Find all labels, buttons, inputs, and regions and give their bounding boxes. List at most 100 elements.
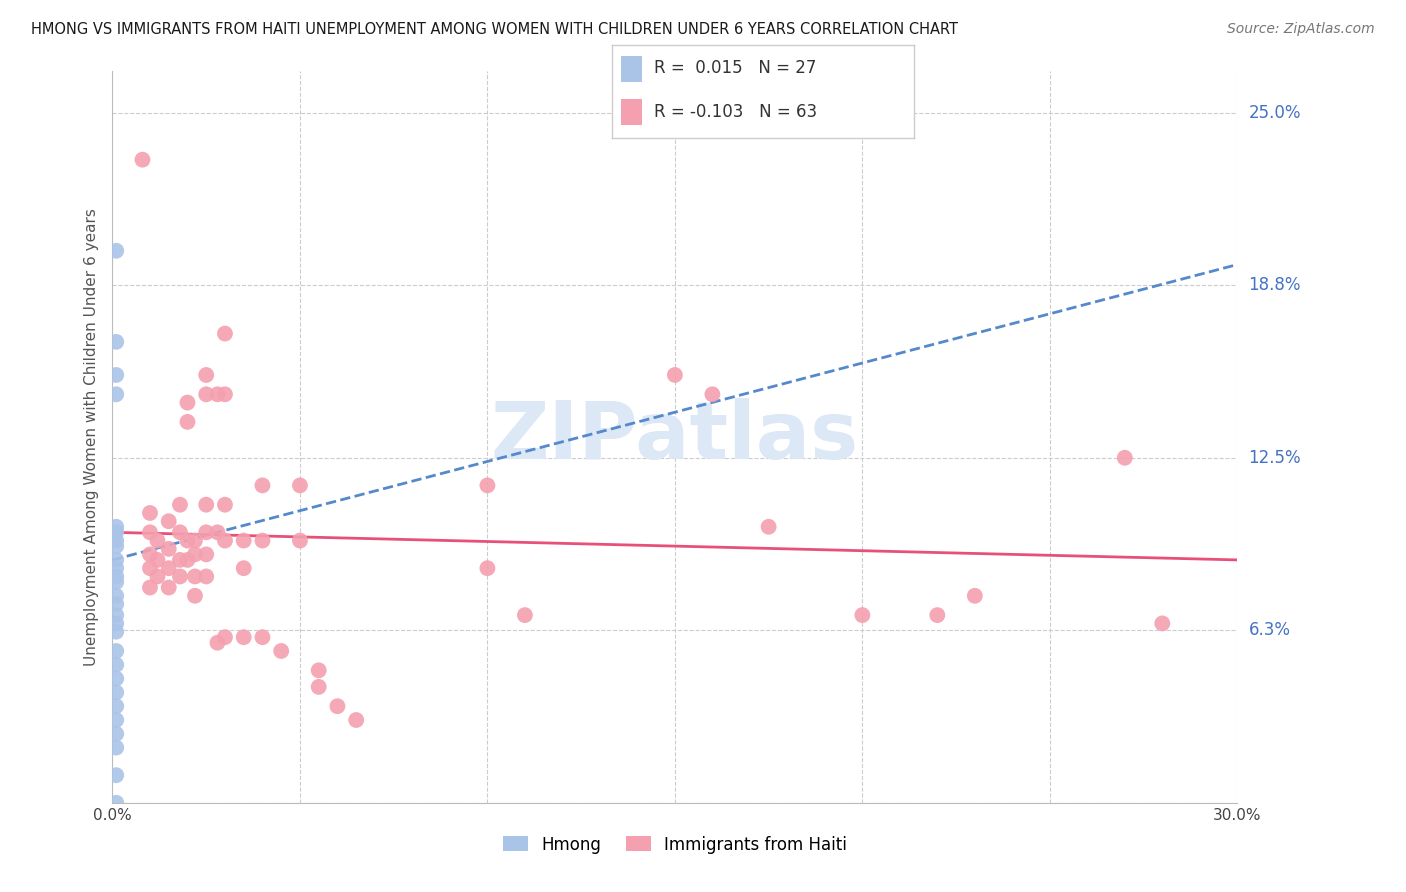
Point bbox=[139, 548, 162, 562]
Point bbox=[176, 533, 198, 548]
Point bbox=[105, 657, 128, 672]
Text: 25.0%: 25.0% bbox=[1249, 103, 1301, 122]
Bar bbox=[620, 99, 643, 125]
Point bbox=[105, 727, 128, 741]
Point bbox=[131, 153, 153, 167]
Text: 18.8%: 18.8% bbox=[1249, 277, 1301, 294]
Point bbox=[927, 608, 949, 623]
Point bbox=[139, 561, 162, 575]
Point bbox=[963, 589, 986, 603]
Point bbox=[184, 589, 207, 603]
Point bbox=[105, 685, 128, 699]
Point bbox=[169, 569, 191, 583]
Point bbox=[252, 630, 274, 644]
Point bbox=[184, 548, 207, 562]
Text: Source: ZipAtlas.com: Source: ZipAtlas.com bbox=[1227, 22, 1375, 37]
Point bbox=[207, 387, 229, 401]
Point bbox=[157, 561, 180, 575]
Bar bbox=[620, 56, 643, 82]
Point bbox=[169, 525, 191, 540]
Point bbox=[851, 608, 873, 623]
Point bbox=[1114, 450, 1136, 465]
Point bbox=[214, 630, 236, 644]
Point bbox=[195, 498, 218, 512]
Point bbox=[139, 506, 162, 520]
Text: 6.3%: 6.3% bbox=[1249, 622, 1291, 640]
Point bbox=[207, 525, 229, 540]
Point bbox=[105, 334, 128, 349]
Point bbox=[105, 768, 128, 782]
Text: R =  0.015   N = 27: R = 0.015 N = 27 bbox=[654, 60, 817, 78]
Point bbox=[105, 672, 128, 686]
Point bbox=[326, 699, 349, 714]
Point bbox=[146, 553, 169, 567]
Point bbox=[184, 569, 207, 583]
Point bbox=[214, 498, 236, 512]
Y-axis label: Unemployment Among Women with Children Under 6 years: Unemployment Among Women with Children U… bbox=[83, 208, 98, 666]
Point bbox=[105, 387, 128, 401]
Point bbox=[105, 624, 128, 639]
Point bbox=[477, 561, 499, 575]
Point bbox=[105, 644, 128, 658]
Point bbox=[252, 478, 274, 492]
Point bbox=[344, 713, 367, 727]
Point bbox=[105, 796, 128, 810]
Point bbox=[157, 581, 180, 595]
Text: R = -0.103   N = 63: R = -0.103 N = 63 bbox=[654, 103, 817, 120]
Point bbox=[232, 561, 254, 575]
Point bbox=[105, 740, 128, 755]
Point bbox=[195, 525, 218, 540]
Point bbox=[157, 541, 180, 556]
Point bbox=[195, 569, 218, 583]
Point bbox=[184, 533, 207, 548]
Text: HMONG VS IMMIGRANTS FROM HAITI UNEMPLOYMENT AMONG WOMEN WITH CHILDREN UNDER 6 YE: HMONG VS IMMIGRANTS FROM HAITI UNEMPLOYM… bbox=[31, 22, 957, 37]
Point bbox=[105, 525, 128, 540]
Point bbox=[105, 589, 128, 603]
Point bbox=[195, 548, 218, 562]
Point bbox=[477, 478, 499, 492]
Point bbox=[169, 553, 191, 567]
Point bbox=[288, 478, 311, 492]
Text: 12.5%: 12.5% bbox=[1249, 449, 1301, 467]
Point bbox=[195, 387, 218, 401]
Point bbox=[214, 387, 236, 401]
Point bbox=[105, 597, 128, 611]
Point bbox=[232, 630, 254, 644]
Point bbox=[105, 244, 128, 258]
Point bbox=[139, 525, 162, 540]
Point bbox=[232, 533, 254, 548]
Point bbox=[105, 539, 128, 553]
Point bbox=[207, 636, 229, 650]
Point bbox=[105, 368, 128, 382]
Point bbox=[214, 326, 236, 341]
Point bbox=[105, 713, 128, 727]
Point bbox=[513, 608, 536, 623]
Point bbox=[176, 415, 198, 429]
Legend: Hmong, Immigrants from Haiti: Hmong, Immigrants from Haiti bbox=[496, 829, 853, 860]
Point bbox=[169, 498, 191, 512]
Point bbox=[252, 533, 274, 548]
Point bbox=[105, 561, 128, 575]
Point bbox=[176, 553, 198, 567]
Point bbox=[105, 569, 128, 583]
Point bbox=[105, 553, 128, 567]
Point bbox=[105, 574, 128, 589]
Point bbox=[139, 581, 162, 595]
Point bbox=[288, 533, 311, 548]
Point bbox=[270, 644, 292, 658]
Point bbox=[664, 368, 686, 382]
Text: ZIPatlas: ZIPatlas bbox=[491, 398, 859, 476]
Point bbox=[195, 368, 218, 382]
Point bbox=[105, 608, 128, 623]
Point bbox=[214, 533, 236, 548]
Point bbox=[308, 680, 330, 694]
Point bbox=[146, 533, 169, 548]
Point bbox=[308, 663, 330, 677]
Point bbox=[146, 569, 169, 583]
Point bbox=[176, 395, 198, 409]
Point bbox=[758, 520, 780, 534]
Point bbox=[105, 520, 128, 534]
Point bbox=[105, 699, 128, 714]
Point bbox=[105, 533, 128, 548]
Point bbox=[1152, 616, 1174, 631]
